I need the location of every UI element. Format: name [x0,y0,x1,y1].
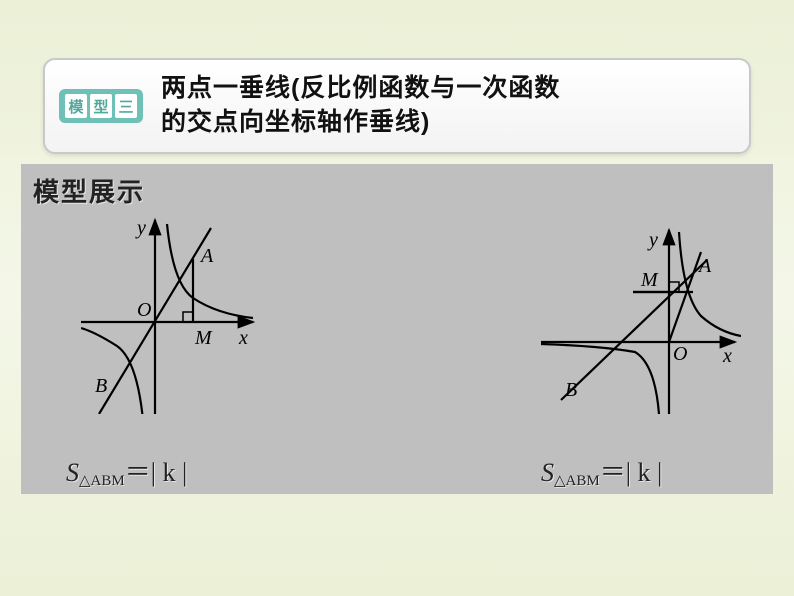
svg-text:B: B [565,379,577,401]
formula-left-sub: △ABM [79,473,125,489]
panel-title: 模型展示 [33,172,145,209]
header-card: 模 型 三 两点一垂线(反比例函数与一次函数 的交点向坐标轴作垂线) [43,58,751,154]
svg-text:A: A [697,255,712,277]
title-line-1: 两点一垂线(反比例函数与一次函数 [161,72,560,106]
formula-left-S: S [66,458,79,487]
svg-text:A: A [199,245,214,267]
formula-right: S△ABM＝| k | [541,452,662,490]
badge-char-2: 型 [90,94,112,118]
diagram-left: A M B O x y [81,214,261,414]
svg-text:x: x [722,345,732,367]
content-panel: 模型展示 A M B O x y [21,164,773,494]
diagram-right: A M B O x y [541,224,741,414]
formula-left: S△ABM＝| k | [66,452,187,490]
svg-text:y: y [135,217,146,239]
formula-right-S: S [541,458,554,487]
formula-right-sub: △ABM [554,473,600,489]
badge-char-3: 三 [115,94,137,118]
formula-left-eq: ＝ [125,458,151,487]
badge-char-1: 模 [65,94,87,118]
svg-text:O: O [137,299,151,321]
svg-text:M: M [194,327,213,349]
svg-text:y: y [647,229,658,251]
formula-right-val: | k | [626,458,662,487]
svg-text:B: B [95,375,107,397]
title-line-2: 的交点向坐标轴作垂线) [161,106,560,140]
svg-text:x: x [238,327,248,349]
svg-text:M: M [640,269,659,291]
svg-text:O: O [673,343,687,365]
formula-right-eq: ＝ [600,458,626,487]
card-title: 两点一垂线(反比例函数与一次函数 的交点向坐标轴作垂线) [161,72,560,140]
model-badge: 模 型 三 [59,89,143,123]
formula-left-val: | k | [151,458,187,487]
